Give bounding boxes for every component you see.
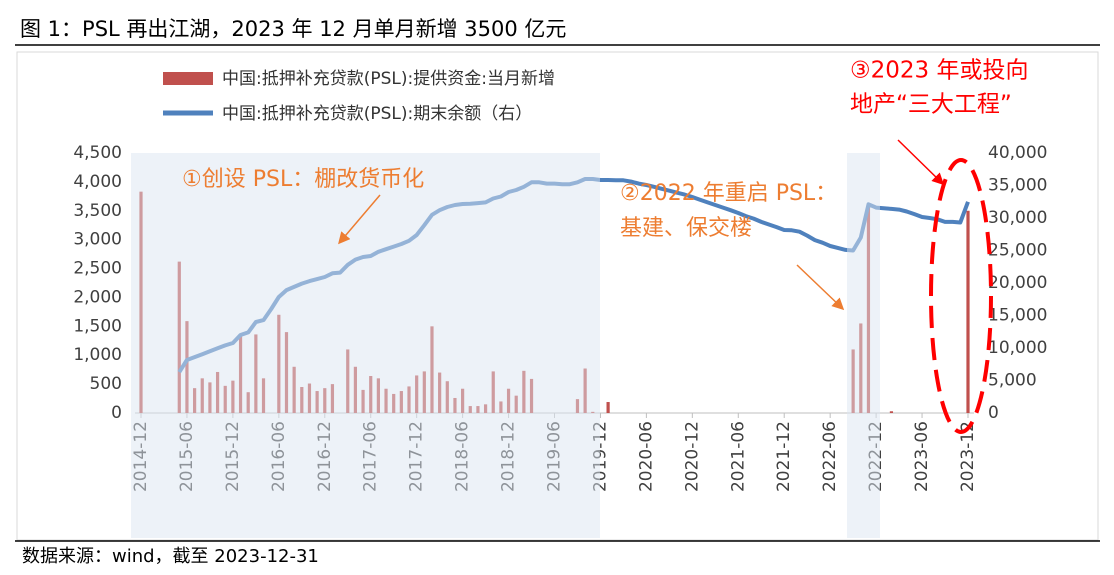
- arrow: [897, 139, 945, 186]
- y2-tick-label: 35,000: [988, 176, 1047, 196]
- y2-tick-label: 25,000: [988, 241, 1047, 261]
- annotation: 基建、保交楼: [620, 216, 752, 241]
- y2-tick-label: 40,000: [988, 143, 1047, 163]
- bar: [889, 411, 894, 413]
- y-tick-label: 3,500: [73, 201, 122, 221]
- y2-tick-label: 0: [988, 403, 999, 423]
- arrow: [338, 194, 381, 245]
- bar: [606, 402, 610, 413]
- annotation: ①创设 PSL：棚改货币化: [182, 167, 424, 192]
- x-tick-label: 2021-12: [774, 421, 794, 492]
- y2-tick-label: 5,000: [988, 371, 1037, 391]
- plot: 0 500 1,000 1,500 2,000 2,500 3,000 3,500 4,000 4…: [73, 143, 1047, 538]
- x-tick-label: 2021-06: [728, 421, 748, 492]
- shade: [131, 153, 600, 538]
- y-tick-label: 2,500: [73, 259, 122, 279]
- x-tick-label: 2020-06: [636, 421, 656, 492]
- y-tick-label: 2,000: [73, 287, 122, 307]
- y2-tick-label: 20,000: [988, 273, 1047, 293]
- y2-tick-label: 15,000: [988, 306, 1047, 326]
- legend-label: 中国:抵押补充贷款(PSL):提供资金:当月新增: [222, 69, 555, 89]
- shade: [847, 153, 880, 538]
- annotation: ③2023 年或投向: [850, 58, 1028, 84]
- y-tick-label: 4,000: [73, 172, 122, 192]
- x-tick-label: 2022-06: [820, 421, 840, 492]
- source: 数据来源：wind，截至 2023-12-31: [22, 546, 319, 567]
- x-tick-label: 2020-12: [682, 421, 702, 492]
- frame: [16, 51, 1099, 541]
- y-tick-label: 500: [90, 374, 122, 394]
- bar: [966, 210, 970, 413]
- annotation: ②2022 年重启 PSL：: [620, 181, 837, 206]
- y-tick-label: 3,000: [73, 230, 122, 250]
- y2-tick-label: 10,000: [988, 338, 1047, 358]
- x-tick-label: 2023-12: [958, 421, 978, 492]
- y-tick-label: 1,500: [73, 316, 122, 336]
- y2-tick-label: 30,000: [988, 208, 1047, 228]
- legend-swatch: [163, 72, 213, 85]
- y-tick-label: 1,000: [73, 345, 122, 365]
- y-tick-label: 4,500: [73, 143, 122, 163]
- annotation: 地产“三大工程”: [850, 92, 1012, 118]
- title: 图 1：PSL 再出江湖，2023 年 12 月单月新增 3500 亿元: [20, 17, 566, 41]
- x-tick-label: 2023-06: [912, 421, 932, 492]
- legend-label: 中国:抵押补充贷款(PSL):期末余额（右）: [222, 104, 532, 124]
- y-tick-label: 0: [111, 403, 122, 423]
- arrow: [796, 264, 845, 311]
- highlight-ellipse: [929, 158, 993, 434]
